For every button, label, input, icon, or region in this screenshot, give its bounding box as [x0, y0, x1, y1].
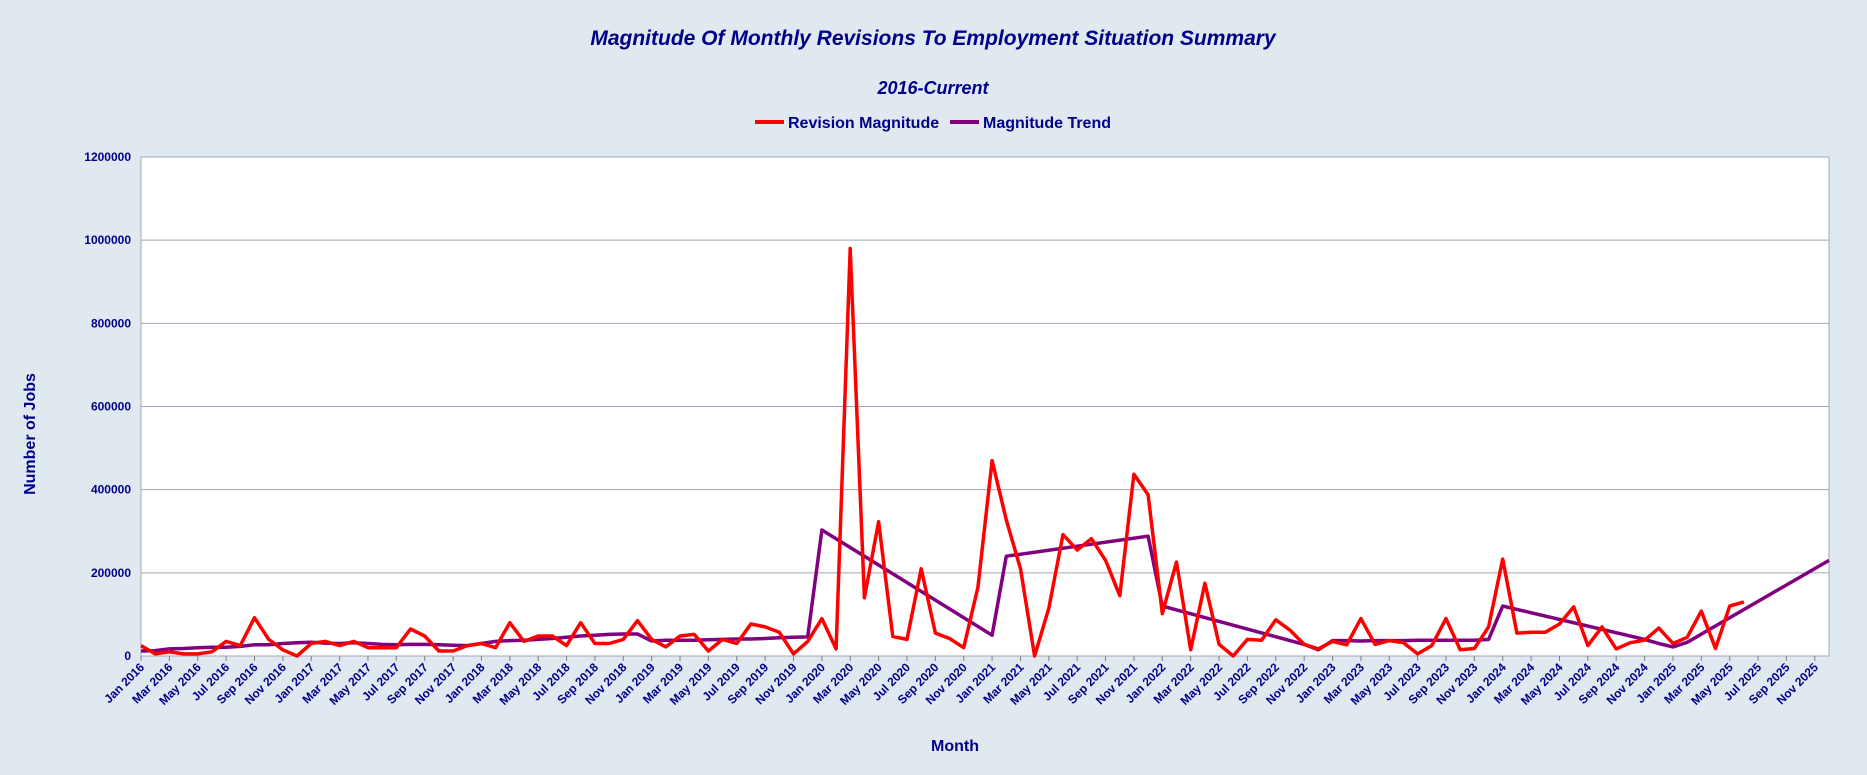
y-tick-label: 600000	[91, 400, 131, 414]
y-axis-label: Number of Jobs	[22, 373, 39, 495]
legend-label-trend: Magnitude Trend	[983, 115, 1111, 132]
y-tick-label: 800000	[91, 316, 131, 330]
y-axis-ticks: 0 200000 400000 600000 800000 1000000 1200000	[84, 150, 131, 663]
y-tick-label: 0	[124, 649, 131, 663]
y-tick-label: 200000	[91, 566, 131, 580]
chart-subtitle: 2016-Current	[876, 78, 989, 98]
legend: Revision Magnitude Magnitude Trend	[755, 115, 1111, 132]
y-tick-label: 400000	[91, 483, 131, 497]
x-axis-label: Month	[931, 738, 979, 755]
gridlines	[141, 239, 1829, 574]
legend-label-revision: Revision Magnitude	[788, 115, 939, 132]
chart-title: Magnitude Of Monthly Revisions To Employ…	[590, 27, 1277, 50]
y-tick-label: 1000000	[84, 233, 131, 247]
series-line-revision-magnitude	[140, 246, 1745, 658]
y-tick-label: 1200000	[84, 150, 131, 164]
